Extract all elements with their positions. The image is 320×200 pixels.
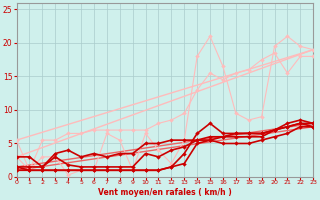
X-axis label: Vent moyen/en rafales ( km/h ): Vent moyen/en rafales ( km/h )	[98, 188, 232, 197]
